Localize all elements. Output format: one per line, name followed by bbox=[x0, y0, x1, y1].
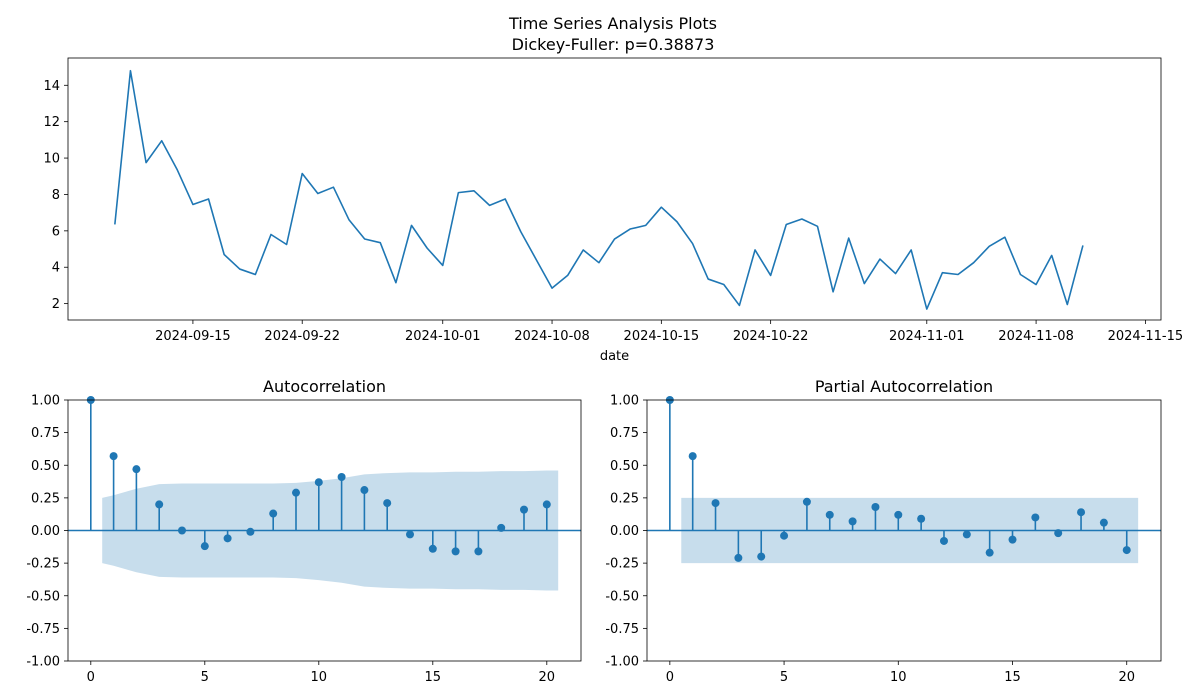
acf-stem-marker bbox=[178, 526, 186, 535]
pacf-y-tick-label: 0.00 bbox=[610, 524, 639, 539]
time-series-plot: 2024-09-15 2024-09-22 2024-10-01 2024-10-08… bbox=[43, 57, 1184, 364]
pacf-x-tick-label: 5 bbox=[780, 670, 788, 685]
pacf-stem-marker bbox=[825, 510, 834, 519]
pacf-x-tick-label: 0 bbox=[666, 670, 674, 685]
pacf-y-tick-label: -0.75 bbox=[605, 622, 639, 637]
ts-y-tick-label: 10 bbox=[43, 152, 60, 167]
pacf-y-tick-label: 1.00 bbox=[610, 394, 639, 409]
pacf-stem-marker bbox=[962, 530, 971, 539]
pacf-stem-marker bbox=[917, 514, 926, 523]
pacf-plot: 0 5 10 15 20 -1.00 -0.75 -0.50 -0.25 0.00 0.25 0.50… bbox=[605, 377, 1162, 685]
ts-y-tick-label: 8 bbox=[52, 188, 60, 203]
pacf-stem-marker bbox=[939, 536, 948, 545]
ts-y-tick-label: 12 bbox=[43, 115, 60, 130]
acf-stem-marker bbox=[292, 488, 300, 497]
pacf-stem-marker bbox=[802, 497, 811, 506]
pacf-y-tick-label: 0.50 bbox=[610, 459, 639, 474]
acf-stem-marker bbox=[155, 500, 164, 509]
acf-y-tick-label: 0.50 bbox=[31, 459, 60, 474]
acf-stem-marker bbox=[428, 544, 437, 553]
pacf-stem-marker bbox=[894, 510, 903, 519]
ts-plot-frame bbox=[67, 57, 1162, 321]
pacf-stem-marker bbox=[711, 499, 720, 508]
pacf-stem-marker bbox=[871, 503, 880, 512]
acf-y-tick-label: -1.00 bbox=[26, 655, 60, 670]
acf-plot: 0 5 10 15 20 -1.00 -0.75 -0.50 -0.25 0.00 0.25 0.50… bbox=[26, 377, 582, 685]
acf-stem-marker bbox=[132, 465, 141, 474]
ts-x-tick-label: 2024-10-15 bbox=[624, 329, 700, 344]
ts-series-line bbox=[114, 69, 1084, 310]
pacf-stem-marker bbox=[1099, 518, 1108, 527]
pacf-stem-marker bbox=[1008, 535, 1017, 544]
ts-x-tick-label: 2024-10-08 bbox=[514, 329, 590, 344]
pacf-stem-marker bbox=[985, 548, 994, 557]
acf-y-tick-label: -0.50 bbox=[26, 589, 60, 604]
acf-x-tick-label: 20 bbox=[539, 670, 556, 685]
acf-stem-marker bbox=[360, 486, 369, 495]
pacf-y-tick-label: 0.75 bbox=[610, 426, 639, 441]
ts-x-tick-label: 2024-10-22 bbox=[733, 329, 809, 344]
acf-title: Autocorrelation bbox=[263, 377, 386, 396]
ts-x-tick-label: 2024-09-22 bbox=[264, 329, 340, 344]
acf-stem-marker bbox=[383, 499, 392, 508]
pacf-stem-marker bbox=[1077, 508, 1086, 517]
pacf-stem-marker bbox=[757, 552, 766, 561]
acf-y-tick-label: 0.00 bbox=[31, 524, 60, 539]
pacf-stem-marker bbox=[1054, 529, 1063, 538]
pacf-stem-marker bbox=[780, 531, 789, 540]
ts-y-tick-label: 2 bbox=[52, 297, 60, 312]
acf-y-tick-label: -0.25 bbox=[26, 557, 60, 572]
acf-x-tick-label: 10 bbox=[311, 670, 328, 685]
acf-stem-marker bbox=[542, 500, 551, 509]
acf-y-tick-label: 0.25 bbox=[31, 491, 60, 506]
pacf-y-tick-label: -0.25 bbox=[605, 557, 639, 572]
acf-stem-marker bbox=[474, 547, 483, 556]
acf-stem-marker bbox=[269, 509, 278, 518]
suptitle-line2: Dickey-Fuller: p=0.38873 bbox=[512, 35, 715, 54]
acf-x-tick-label: 15 bbox=[425, 670, 442, 685]
ts-y-tick-label: 4 bbox=[52, 261, 60, 276]
acf-stem-marker bbox=[109, 452, 118, 461]
pacf-x-tick-label: 10 bbox=[890, 670, 907, 685]
pacf-y-tick-label: -1.00 bbox=[605, 655, 639, 670]
pacf-y-tick-label: 0.25 bbox=[610, 491, 639, 506]
pacf-stem-marker bbox=[734, 553, 743, 562]
pacf-stem-marker bbox=[848, 517, 857, 526]
acf-stem-marker bbox=[200, 542, 209, 551]
acf-stem-marker bbox=[451, 547, 460, 556]
ts-x-tick-label: 2024-10-01 bbox=[405, 329, 481, 344]
ts-x-tick-label: 2024-11-01 bbox=[889, 329, 965, 344]
acf-y-tick-label: 0.75 bbox=[31, 426, 60, 441]
pacf-y-tick-label: -0.50 bbox=[605, 589, 639, 604]
pacf-stem-marker bbox=[1122, 546, 1131, 555]
pacf-x-tick-label: 20 bbox=[1118, 670, 1135, 685]
acf-stem-marker bbox=[246, 527, 255, 536]
acf-stem-marker bbox=[223, 534, 232, 543]
acf-stem-marker bbox=[314, 478, 323, 487]
acf-stem-marker bbox=[406, 530, 414, 539]
acf-x-tick-label: 5 bbox=[201, 670, 209, 685]
pacf-title: Partial Autocorrelation bbox=[815, 377, 993, 396]
pacf-stem-marker bbox=[1031, 513, 1040, 522]
acf-y-tick-label: -0.75 bbox=[26, 622, 60, 637]
ts-x-axis-label: date bbox=[600, 349, 629, 364]
acf-stem-marker bbox=[520, 505, 528, 514]
pacf-x-tick-label: 15 bbox=[1004, 670, 1021, 685]
acf-stem-marker bbox=[497, 523, 506, 532]
suptitle-line1: Time Series Analysis Plots bbox=[508, 14, 717, 33]
acf-stem-marker bbox=[337, 472, 346, 481]
pacf-stem-marker bbox=[688, 452, 697, 461]
ts-y-tick-label: 14 bbox=[43, 79, 60, 94]
ts-y-tick-label: 6 bbox=[52, 224, 60, 239]
ts-x-tick-label: 2024-11-08 bbox=[998, 329, 1074, 344]
ts-x-tick-label: 2024-11-15 bbox=[1108, 329, 1184, 344]
ts-x-tick-label: 2024-09-15 bbox=[155, 329, 231, 344]
acf-y-tick-label: 1.00 bbox=[31, 394, 60, 409]
acf-x-tick-label: 0 bbox=[87, 670, 95, 685]
